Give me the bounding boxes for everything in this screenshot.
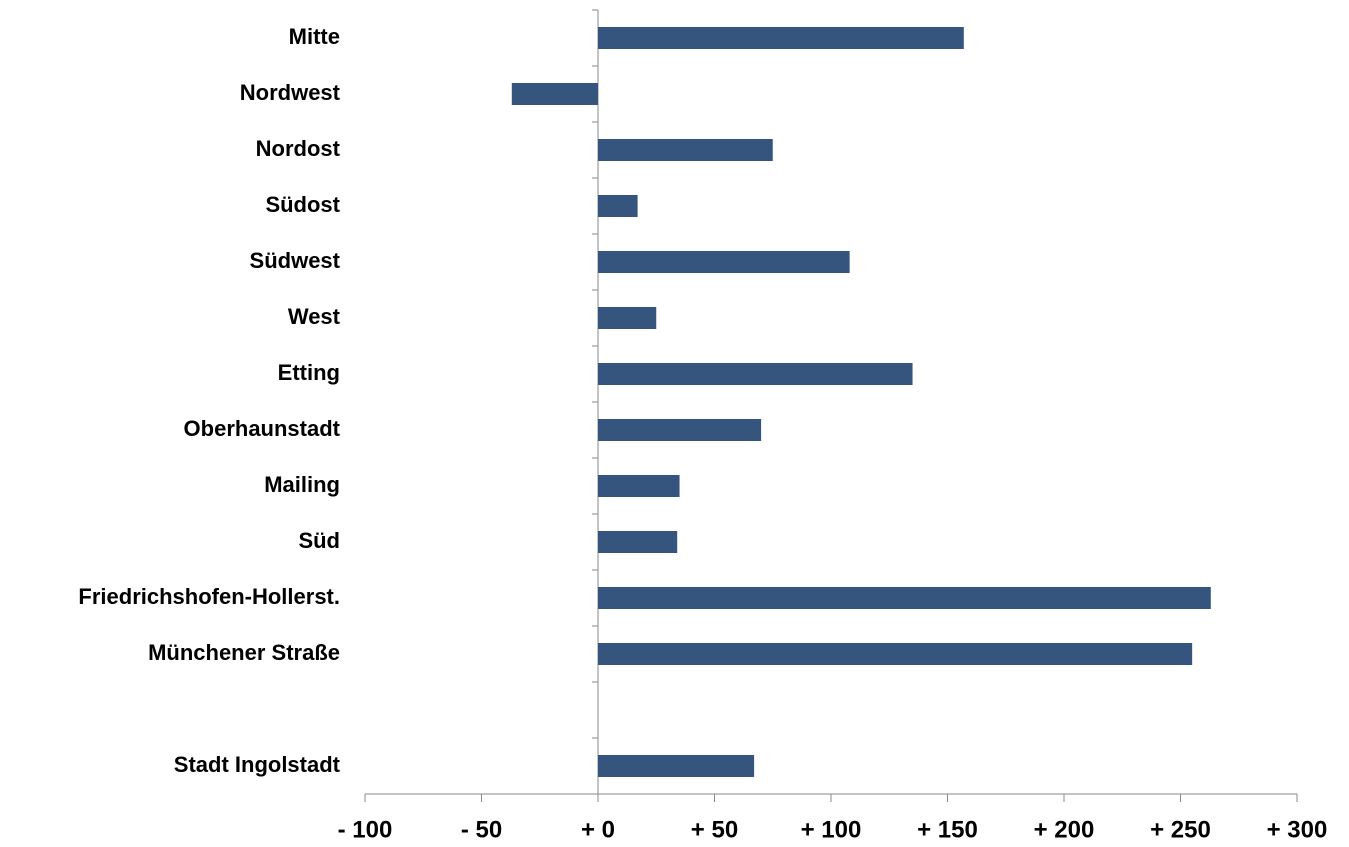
bar [598,419,762,441]
bar [598,587,1211,609]
y-tick-label: Münchener Straße [148,640,340,665]
bar [598,195,638,217]
bar [598,363,913,385]
x-tick-label: - 100 [338,816,393,843]
x-tick-label: + 150 [917,816,978,843]
bar [598,27,964,49]
bar [598,139,773,161]
x-tick-label: + 100 [801,816,862,843]
y-tick-label: Südost [265,192,340,217]
x-tick-label: + 200 [1034,816,1095,843]
bar [598,531,678,553]
x-tick-label: + 0 [581,816,615,843]
bar [598,251,850,273]
y-tick-label: Friedrichshofen-Hollerst. [78,584,340,609]
bar [598,307,657,329]
bar [598,755,755,777]
y-tick-label: Südwest [250,248,341,273]
y-tick-label: Etting [278,360,340,385]
y-tick-label: Mailing [264,472,340,497]
x-tick-label: + 50 [691,816,738,843]
bar [598,475,680,497]
bar [598,643,1193,665]
y-tick-label: Süd [298,528,340,553]
y-tick-label: Mitte [289,24,340,49]
y-tick-label: Oberhaunstadt [184,416,341,441]
x-tick-label: + 300 [1267,816,1328,843]
y-tick-label: Nordost [256,136,341,161]
y-tick-label: Stadt Ingolstadt [174,752,341,777]
x-tick-label: - 50 [461,816,502,843]
y-tick-label: West [288,304,341,329]
y-tick-label: Nordwest [240,80,341,105]
x-tick-label: + 250 [1150,816,1211,843]
bar [511,83,598,105]
